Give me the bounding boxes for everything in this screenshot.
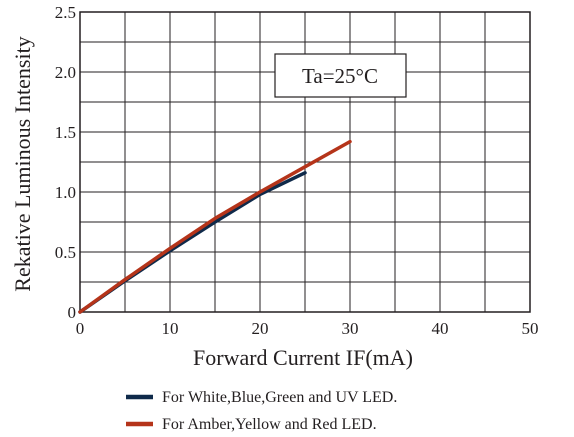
annotation-frame	[274, 53, 407, 98]
legend-label: For Amber,Yellow and Red LED.	[162, 416, 377, 433]
series-lines	[78, 139, 352, 314]
plot-frame	[79, 11, 531, 313]
x-tick-label: 50	[522, 319, 539, 338]
x-tick-labels: 0 10 20 30 40 50	[76, 319, 539, 338]
y-tick-label: 1.5	[55, 123, 76, 142]
y-tick-labels: 0 0.5 1.0 1.5 2.0 2.5	[55, 3, 76, 322]
y-axis-label: Rekative Luminous Intensity	[10, 36, 35, 291]
annotation-box: Ta=25°C	[274, 53, 407, 98]
x-tick-label: 10	[162, 319, 179, 338]
x-tick-label: 40	[432, 319, 449, 338]
x-tick-label: 20	[252, 319, 269, 338]
series-line	[78, 171, 307, 314]
y-tick-label: 2.5	[55, 3, 76, 22]
annotation-text: Ta=25°C	[302, 64, 378, 88]
y-tick-label: 0.5	[55, 243, 76, 262]
series-line	[78, 139, 352, 314]
x-axis-label: Forward Current IF(mA)	[193, 345, 413, 370]
legend-label: For White,Blue,Green and UV LED.	[162, 389, 397, 406]
legend: For White,Blue,Green and UV LED. For Ambe…	[126, 389, 397, 433]
x-tick-label: 0	[76, 319, 85, 338]
y-tick-label: 2.0	[55, 63, 76, 82]
x-tick-label: 30	[342, 319, 359, 338]
y-tick-label: 1.0	[55, 183, 76, 202]
y-tick-label: 0	[68, 303, 77, 322]
